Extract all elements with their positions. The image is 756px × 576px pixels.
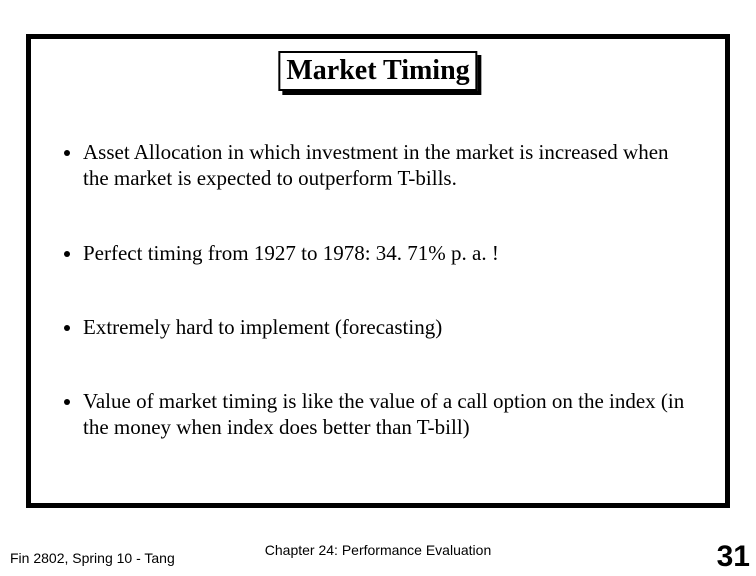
bullet-list: Asset Allocation in which investment in … <box>59 139 699 489</box>
bullet-item: Value of market timing is like the value… <box>83 388 699 441</box>
footer-center: Chapter 24: Performance Evaluation <box>265 542 491 558</box>
slide-title: Market Timing <box>286 55 469 86</box>
bullet-item: Perfect timing from 1927 to 1978: 34. 71… <box>83 240 699 266</box>
bullet-item: Asset Allocation in which investment in … <box>83 139 699 192</box>
title-container: Market Timing <box>278 51 477 91</box>
title-box: Market Timing <box>278 51 477 91</box>
footer-left: Fin 2802, Spring 10 - Tang <box>10 550 175 566</box>
slide-frame: Market Timing Asset Allocation in which … <box>26 34 730 508</box>
page-number: 31 <box>717 540 750 574</box>
bullet-item: Extremely hard to implement (forecasting… <box>83 314 699 340</box>
